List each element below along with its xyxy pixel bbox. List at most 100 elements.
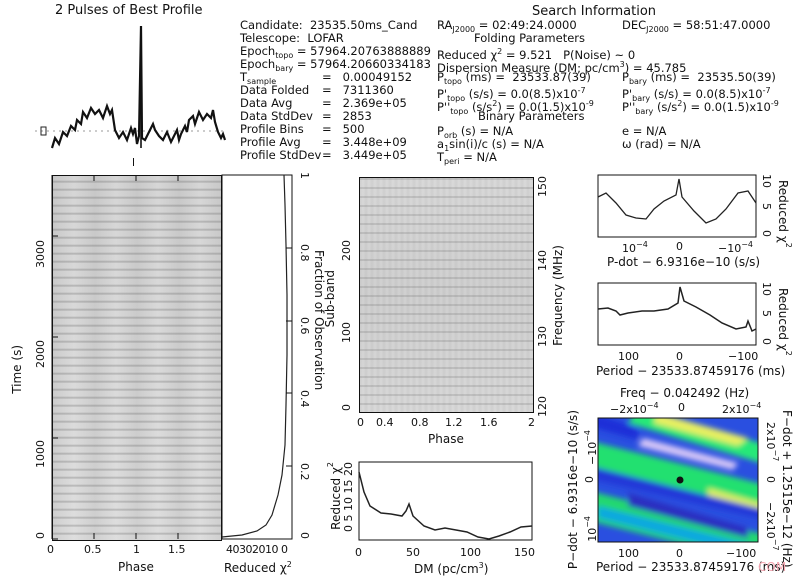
x-axis-label: Period − 23533.87459176 (ms)	[596, 560, 786, 574]
y-tick: 200	[340, 240, 353, 261]
info-epoch-bary: Epochbary = 57964.20660334183	[240, 57, 431, 74]
x-tick: 0	[357, 416, 364, 429]
y-tick: 0	[760, 338, 773, 345]
pulse-profile-plot	[35, 25, 227, 149]
pdot-topo: P'topo (s/s) = 0.0(8.5)x10-7	[437, 86, 586, 103]
x-axis-label: Reduced χ2	[224, 560, 292, 575]
info-data-stddev: Data StdDev	[240, 109, 313, 123]
info-data-avg: Data Avg	[240, 96, 293, 110]
period-chi2-plot	[597, 282, 757, 346]
y-axis-label: Reduced χ2	[326, 462, 343, 530]
y-tick: 0.8	[298, 244, 311, 262]
x-tick: 0	[676, 240, 683, 253]
y2-axis-label: F−dot + 1.2515e−12 (Hz)	[780, 410, 794, 568]
y-tick: 3000	[34, 240, 47, 268]
y-tick: 1000	[34, 440, 47, 468]
x-tick: 0.4	[376, 416, 394, 429]
x-tick: 1.2	[445, 416, 463, 429]
profile-title: 2 Pulses of Best Profile	[55, 3, 203, 18]
y-axis-label: Sub-band	[323, 270, 337, 328]
pddot-bary: P''bary (s/s2) = 0.0(1.5)x10-9	[622, 99, 779, 116]
y2-tick: 120	[536, 396, 549, 417]
y2-tick: 140	[536, 250, 549, 271]
x2-axis-label: Freq − 0.042492 (Hz)	[620, 386, 750, 400]
error-bar-icon	[40, 126, 47, 136]
y-axis-label: Time (s)	[10, 345, 24, 394]
y-tick: 10	[760, 282, 773, 296]
x2-tick: −2x10−4	[610, 401, 659, 416]
y-tick: 0	[583, 476, 596, 483]
y-tick: −10−4	[583, 430, 599, 466]
y2-tick: 0	[764, 476, 777, 483]
y-tick: 0	[34, 532, 47, 539]
y-tick: 0	[340, 404, 353, 411]
omega: ω (rad) = N/A	[622, 137, 701, 151]
info-candidate: Candidate: 23535.50ms_Cand	[240, 18, 418, 32]
pdot-chi2-plot	[597, 174, 757, 238]
y-tick: 0	[298, 532, 311, 539]
x-tick: 0	[676, 350, 683, 363]
dec-value: DECJ2000 = 58:51:47.0000	[622, 18, 771, 35]
x-tick: 100	[460, 546, 481, 559]
y-axis-label: Fraction of Observation	[312, 250, 326, 391]
info-values-column: = 0.00049152 = 7311360 = 2.369e+05 = 285…	[322, 70, 413, 162]
folding-params-title: Folding Parameters	[474, 31, 585, 45]
x-tick: 1	[133, 543, 140, 556]
best-fit-marker	[676, 476, 684, 484]
y-tick: 2000	[34, 340, 47, 368]
x-tick: 0	[676, 547, 683, 560]
phase-marker	[133, 158, 134, 166]
y-axis-label: P−dot − 6.9316e−10 (s/s)	[566, 410, 580, 570]
binary-params-title: Binary Parameters	[478, 109, 585, 123]
p-pdot-heatmap	[597, 417, 759, 543]
x-tick: 0.8	[411, 416, 429, 429]
x-axis-label: Phase	[428, 432, 464, 446]
watermark: COM	[758, 560, 787, 574]
x-axis-label: P-dot − 6.9316e−10 (s/s)	[607, 255, 761, 269]
y2-axis-label: Frequency (MHz)	[551, 245, 565, 346]
x2-tick: 0	[678, 401, 685, 414]
x-tick: −10−4	[718, 240, 754, 255]
y-tick: 0.6	[298, 317, 311, 335]
chi2-fraction-plot	[221, 174, 293, 540]
x-tick: 1.6	[480, 416, 498, 429]
x-tick: 50	[406, 546, 420, 559]
y2-tick: −2x10−7	[764, 502, 780, 551]
ra-value: RAJ2000 = 02:49:24.0000	[437, 18, 577, 35]
y-tick: 1	[298, 172, 311, 179]
info-epoch-topo: Epochtopo = 57964.20763888889	[240, 44, 431, 61]
x-tick: 0	[355, 546, 362, 559]
y-axis-label: Reduced χ2	[776, 288, 793, 356]
x-tick: −100	[728, 350, 759, 363]
x-tick: 2	[528, 416, 535, 429]
time-phase-ticks	[51, 175, 179, 540]
info-telescope: Telescope: LOFAR	[240, 31, 344, 45]
y-ticks: 0 5 10 15 20	[342, 462, 355, 532]
x-tick: 0.5	[84, 543, 102, 556]
info-profile-bins: Profile Bins	[240, 122, 304, 136]
y-tick: 10−4	[583, 516, 599, 542]
y2-tick: 130	[536, 326, 549, 347]
x-axis-label: Phase	[118, 560, 154, 574]
dispersion-measure: Dispersion Measure (DM; pc/cm3) = 45.785	[437, 60, 687, 75]
info-profile-avg: Profile Avg	[240, 135, 301, 149]
x-axis-label: Period − 23533.87459176 (ms)	[596, 364, 786, 378]
a1sini: a1sin(i)/c (s) = N/A	[437, 137, 544, 154]
dm-chi2-plot	[358, 461, 533, 541]
p-topo: Ptopo (ms) = 23533.87(39)	[437, 70, 591, 87]
x-tick: 1.5	[168, 543, 186, 556]
y-tick: 0.4	[298, 390, 311, 408]
x-tick: 150	[514, 546, 535, 559]
search-info-title: Search Information	[532, 4, 657, 19]
x-tick: 100	[618, 350, 639, 363]
y2-tick: 2x10−7	[764, 422, 780, 462]
pdot-bary: P'bary (s/s) = 0.0(8.5)x10-7	[622, 86, 771, 103]
info-profile-stddev: Profile StdDev	[240, 148, 322, 162]
eccentricity: e = N/A	[622, 124, 667, 138]
p-bary: Pbary (ms) = 23535.50(39)	[622, 70, 776, 87]
pddot-topo: P''topo (s/s2) = 0.0(1.5)x10-9	[437, 99, 594, 116]
x-ticks: 40302010 0	[226, 543, 288, 556]
info-tsample: Tsample	[240, 70, 277, 87]
time-phase-heatmap	[52, 175, 222, 541]
t-peri: Tperi = N/A	[437, 150, 497, 167]
